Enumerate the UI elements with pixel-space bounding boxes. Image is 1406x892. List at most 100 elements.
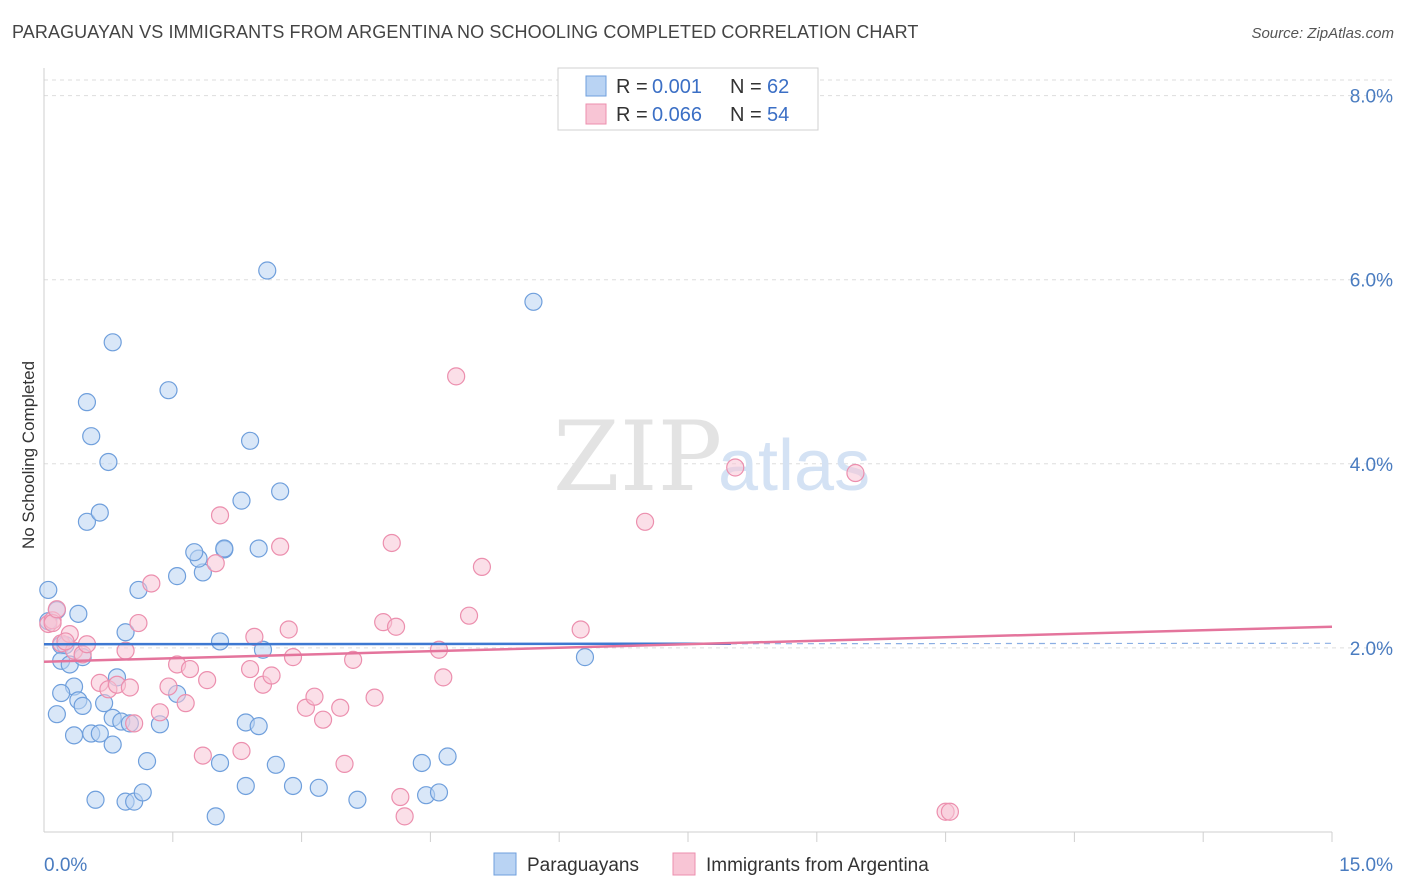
stats-legend: R = 0.001 N = 62 R = 0.066 N = 54 bbox=[557, 67, 819, 131]
paraguayan-point-9 bbox=[47, 705, 66, 724]
series-paraguayans bbox=[39, 261, 595, 826]
paraguayan-point-49 bbox=[69, 604, 88, 623]
paraguayan-point-43 bbox=[348, 790, 367, 809]
legend-r-label-2: R = bbox=[616, 104, 648, 126]
series-legend: Paraguayans Immigrants from Argentina bbox=[493, 852, 929, 876]
paraguayan-point-17 bbox=[103, 735, 122, 754]
paraguayan-point-60 bbox=[240, 431, 260, 450]
paraguayan-point-37 bbox=[253, 640, 273, 659]
argentina-point-56 bbox=[940, 802, 959, 821]
y-axis-label: No Schooling Completed bbox=[19, 361, 38, 549]
paraguayan-point-63 bbox=[271, 482, 290, 501]
paraguayan-point-10 bbox=[52, 683, 71, 703]
argentina-point-27 bbox=[240, 659, 260, 679]
y-tick-label-1: 4.0% bbox=[1350, 455, 1393, 476]
paraguayan-point-61 bbox=[249, 539, 268, 558]
series-immigrants-argentina bbox=[39, 367, 959, 826]
argentina-point-33 bbox=[283, 648, 303, 667]
argentina-point-16 bbox=[142, 574, 161, 593]
argentina-point-40 bbox=[365, 688, 384, 707]
source-label: Source: ZipAtlas.com bbox=[1251, 25, 1394, 42]
paraguayan-point-64 bbox=[524, 292, 543, 311]
argentina-point-48 bbox=[447, 367, 466, 386]
argentina-point-38 bbox=[335, 754, 354, 773]
series-legend-label-argentina: Immigrants from Argentina bbox=[706, 855, 929, 876]
paraguayan-point-33 bbox=[215, 539, 234, 558]
legend-swatch-blue bbox=[585, 75, 607, 97]
paraguayan-point-57 bbox=[77, 393, 97, 412]
watermark-zip: ZIP bbox=[553, 401, 722, 513]
y-tick-label-0: 2.0% bbox=[1350, 639, 1393, 660]
argentina-point-54 bbox=[846, 463, 865, 483]
argentina-point-37 bbox=[331, 698, 350, 717]
paraguayan-point-14 bbox=[90, 724, 109, 743]
paraguayan-point-41 bbox=[266, 755, 285, 774]
x-tick-label-1: 15.0% bbox=[1339, 855, 1393, 876]
argentina-point-24 bbox=[206, 554, 225, 573]
paraguayan-point-27 bbox=[167, 567, 187, 586]
series-legend-label-paraguayans: Paraguayans bbox=[527, 855, 639, 876]
argentina-point-14 bbox=[125, 714, 144, 733]
argentina-point-39 bbox=[344, 650, 363, 669]
argentina-point-28 bbox=[245, 627, 264, 646]
paraguayan-point-46 bbox=[429, 783, 449, 802]
legend-r-label-1: R = bbox=[616, 76, 648, 98]
argentina-point-17 bbox=[150, 703, 170, 722]
paraguayan-point-12 bbox=[64, 726, 84, 745]
paraguayan-point-59 bbox=[159, 381, 178, 400]
argentina-point-30 bbox=[262, 666, 281, 685]
argentina-point-20 bbox=[176, 694, 195, 713]
paraguayan-point-0 bbox=[39, 580, 58, 600]
paraguayan-point-40 bbox=[236, 776, 255, 796]
paraguayan-point-54 bbox=[90, 503, 109, 522]
argentina-point-44 bbox=[391, 787, 410, 807]
argentina-point-26 bbox=[232, 741, 251, 761]
legend-n-value-1: 62 bbox=[767, 76, 789, 98]
paraguayan-point-42 bbox=[309, 778, 328, 797]
argentina-point-47 bbox=[434, 668, 453, 687]
paraguayan-point-23 bbox=[133, 783, 152, 802]
paraguayan-point-24 bbox=[137, 752, 157, 771]
paraguayan-point-30 bbox=[185, 543, 204, 562]
paraguayan-point-55 bbox=[99, 452, 118, 472]
argentina-point-21 bbox=[180, 659, 200, 679]
argentina-point-52 bbox=[635, 512, 655, 531]
x-tick-marks bbox=[172, 832, 1333, 842]
paraguayan-point-34 bbox=[210, 632, 230, 651]
paraguayan-point-36 bbox=[249, 717, 268, 736]
paraguayan-point-66 bbox=[206, 807, 225, 826]
y-tick-labels: 2.0% 4.0% 6.0% 8.0% bbox=[1350, 87, 1393, 660]
x-tick-label-0: 0.0% bbox=[44, 855, 87, 876]
trend-lines bbox=[43, 625, 1333, 663]
paraguayan-point-44 bbox=[412, 753, 431, 773]
argentina-point-49 bbox=[459, 606, 479, 625]
paraguayan-point-56 bbox=[82, 427, 101, 446]
series-legend-swatch-blue bbox=[493, 852, 517, 876]
paraguayan-point-48 bbox=[575, 648, 595, 667]
paraguayan-point-62 bbox=[258, 261, 277, 280]
argentina-point-18 bbox=[159, 677, 178, 696]
argentina-point-36 bbox=[313, 710, 333, 729]
paraguayan-point-47 bbox=[438, 747, 457, 766]
legend-r-value-1: 0.001 bbox=[652, 76, 702, 98]
x-tick-labels: 0.0% 15.0% bbox=[44, 855, 1393, 876]
argentina-point-51 bbox=[571, 620, 590, 639]
legend-swatch-pink bbox=[585, 103, 607, 125]
legend-n-value-2: 54 bbox=[767, 104, 789, 126]
argentina-point-15 bbox=[129, 613, 148, 633]
argentina-point-22 bbox=[193, 746, 212, 765]
chart-title: PARAGUAYAN VS IMMIGRANTS FROM ARGENTINA … bbox=[12, 22, 919, 42]
legend-n-label-1: N = bbox=[730, 76, 762, 98]
argentina-point-50 bbox=[472, 557, 492, 577]
y-tick-label-3: 8.0% bbox=[1350, 87, 1393, 108]
argentina-point-13 bbox=[120, 678, 139, 697]
y-tick-label-2: 6.0% bbox=[1350, 271, 1393, 292]
argentina-point-45 bbox=[395, 807, 414, 826]
argentina-point-3 bbox=[47, 600, 66, 619]
legend-n-label-2: N = bbox=[730, 104, 762, 126]
paraguayan-point-11 bbox=[73, 696, 92, 715]
paraguayan-point-38 bbox=[283, 776, 303, 796]
argentina-point-32 bbox=[279, 620, 298, 639]
argentina-point-53 bbox=[726, 458, 745, 477]
